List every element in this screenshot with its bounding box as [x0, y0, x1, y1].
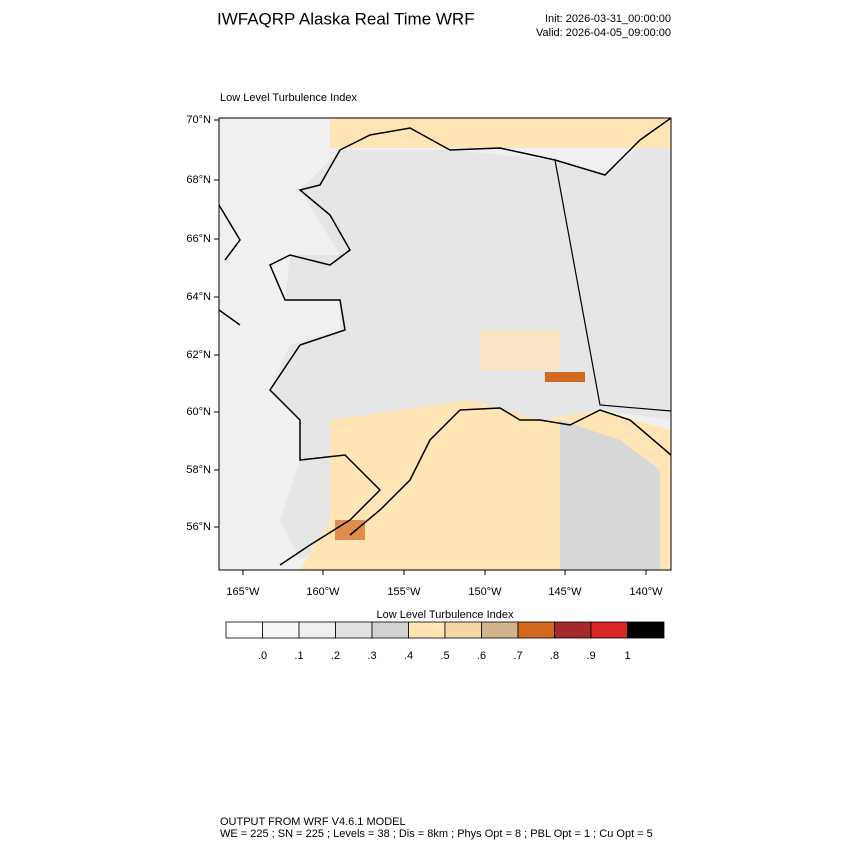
lat-label: 56°N	[186, 521, 211, 533]
colorbar-title: Low Level Turbulence Index	[377, 609, 514, 621]
lon-label: 140°W	[629, 586, 663, 598]
footer-line: OUTPUT FROM WRF V4.6.1 MODEL	[220, 816, 406, 828]
lon-label: 145°W	[548, 586, 582, 598]
map	[218, 117, 672, 571]
lat-label: 70°N	[186, 114, 211, 126]
colorbar-label: .6	[477, 650, 486, 662]
colorbar-box	[298, 621, 336, 639]
colorbar-box	[554, 621, 592, 639]
colorbar-label: .1	[294, 650, 303, 662]
lon-label: 150°W	[468, 586, 502, 598]
valid-time: Valid: 2026-04-05_09:00:00	[536, 27, 671, 39]
lat-label: 62°N	[186, 349, 211, 361]
colorbar-label: 1	[624, 650, 630, 662]
colorbar-box	[517, 621, 555, 639]
colorbar-box	[225, 621, 263, 639]
colorbar-box	[590, 621, 628, 639]
colorbar-label: .2	[331, 650, 340, 662]
colorbar-label: .4	[404, 650, 413, 662]
colorbar-box	[335, 621, 373, 639]
colorbar-box	[371, 621, 409, 639]
lat-label: 60°N	[186, 406, 211, 418]
colorbar-box	[481, 621, 519, 639]
colorbar-label: .7	[513, 650, 522, 662]
colorbar-label: .8	[550, 650, 559, 662]
colorbar-box	[627, 621, 665, 639]
lat-label: 68°N	[186, 174, 211, 186]
colorbar-box	[262, 621, 300, 639]
colorbar-box	[408, 621, 446, 639]
lat-label: 58°N	[186, 464, 211, 476]
colorbar-label: .0	[258, 650, 267, 662]
init-time: Init: 2026-03-31_00:00:00	[545, 13, 671, 25]
footer-line: WE = 225 ; SN = 225 ; Levels = 38 ; Dis …	[220, 828, 653, 840]
colorbar-box	[444, 621, 482, 639]
lat-label: 66°N	[186, 233, 211, 245]
lon-label: 155°W	[387, 586, 421, 598]
colorbar-label: .3	[367, 650, 376, 662]
map-title: Low Level Turbulence Index	[220, 92, 357, 104]
colorbar-label: .9	[586, 650, 595, 662]
lon-label: 160°W	[306, 586, 340, 598]
lon-label: 165°W	[226, 586, 260, 598]
title: IWFAQRP Alaska Real Time WRF	[217, 9, 475, 28]
colorbar-label: .5	[440, 650, 449, 662]
lat-label: 64°N	[186, 291, 211, 303]
